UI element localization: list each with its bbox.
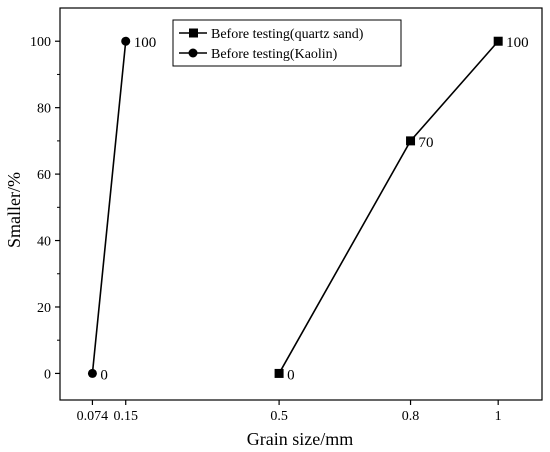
y-tick-label: 40 [37,235,51,250]
legend-label: Before testing(quartz sand) [211,27,364,42]
data-point-circle [121,36,131,46]
data-label: 0 [287,367,295,383]
data-point-square [406,136,416,146]
legend-item: Before testing(Kaolin) [179,47,338,62]
series-line [278,40,499,374]
data-label: 100 [506,35,529,51]
legend-label: Before testing(Kaolin) [211,47,338,62]
y-axis-title: Smaller/% [4,172,24,248]
data-point-square [493,36,503,46]
y-tick-label: 100 [30,35,51,50]
legend-circle-marker [188,48,198,58]
legend-item: Before testing(quartz sand) [179,27,364,42]
x-axis: 0.074 0.15 0.5 0.8 1 [77,400,502,424]
legend-square-marker [189,28,198,38]
y-axis: 0 20 40 60 80 100 [30,35,60,382]
x-tick-label: 1 [495,409,502,424]
data-label: 0 [100,367,108,383]
series-0: 0 70 100 [274,35,529,383]
series-line [91,41,127,374]
data-point-square [274,368,284,378]
plot-border [59,7,543,401]
x-tick-label: 0.8 [402,409,420,424]
data-point-circle [87,368,97,378]
plot-frame [59,7,543,401]
y-tick-label: 0 [44,367,51,382]
series-1: 0 100 [87,35,157,383]
y-tick-label: 20 [37,301,51,316]
data-label: 70 [419,135,434,151]
x-tick-label: 0.5 [270,409,288,424]
x-tick-label: 0.15 [113,409,138,424]
x-tick-label: 0.074 [77,409,109,424]
x-axis-title: Grain size/mm [247,429,353,449]
data-label: 100 [134,35,157,51]
legend-box [172,19,402,67]
series-layer: 0 70 100 0 100 [87,35,529,383]
y-tick-label: 80 [37,102,51,117]
y-tick-label: 60 [37,168,51,183]
legend: Before testing(quartz sand) Before testin… [172,19,402,67]
